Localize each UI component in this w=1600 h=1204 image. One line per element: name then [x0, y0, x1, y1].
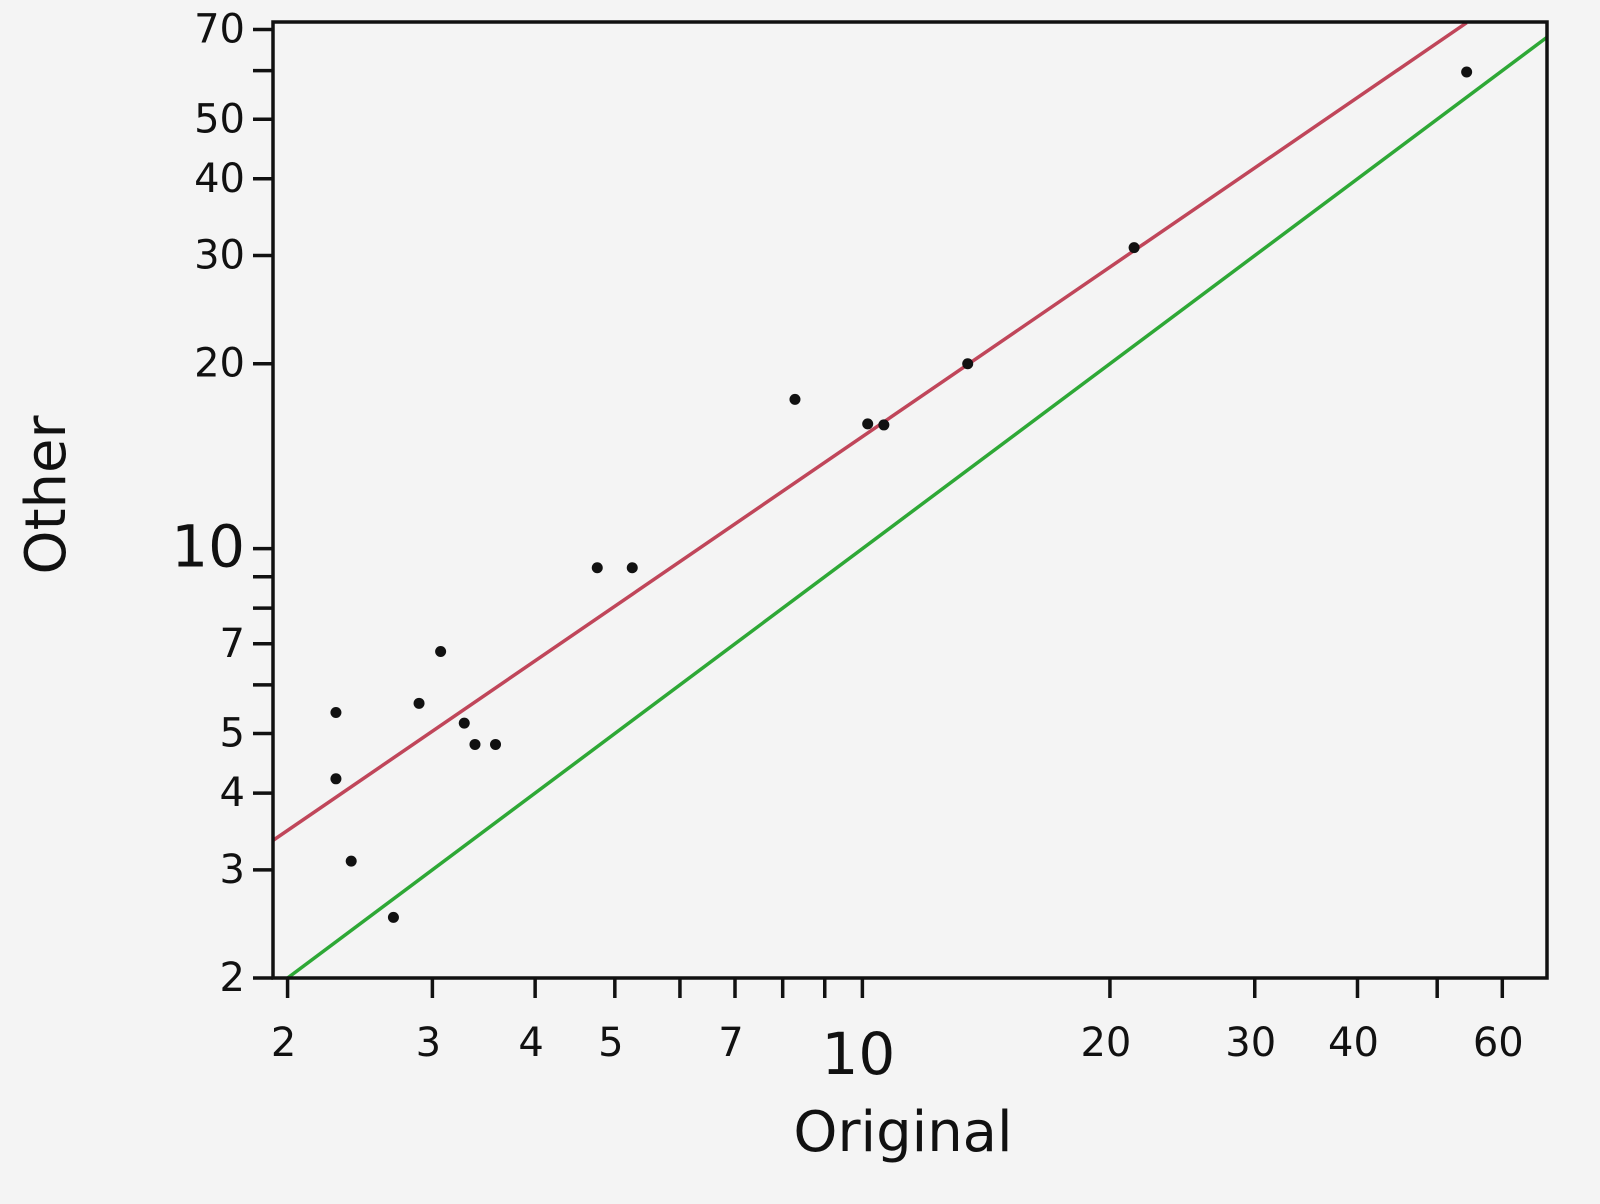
x-tick-label: 2 [271, 1020, 296, 1066]
fit-line [273, 22, 1468, 842]
point [387, 911, 399, 923]
x-tick-label: 10 [821, 1020, 895, 1088]
x-tick-label: 30 [1225, 1020, 1276, 1066]
y-tick-label: 5 [220, 711, 245, 757]
point [330, 773, 342, 785]
point [878, 419, 890, 431]
point [330, 707, 342, 719]
point [962, 358, 974, 370]
point [789, 393, 801, 405]
x-tick-label: 7 [718, 1020, 743, 1066]
fit-line [286, 35, 1547, 978]
x-tick-label: 3 [416, 1020, 441, 1066]
point [490, 738, 502, 750]
point [458, 717, 470, 729]
y-axis-title: Other [14, 415, 79, 575]
point [626, 562, 638, 574]
y-tick-label: 30 [194, 233, 245, 279]
y-tick-label: 3 [220, 847, 245, 893]
y-tick-label: 10 [171, 513, 245, 581]
y-tick-label: 40 [194, 156, 245, 202]
y-tick-label: 70 [194, 7, 245, 53]
point [1128, 242, 1140, 254]
x-tick-label: 4 [518, 1020, 543, 1066]
x-tick-label: 40 [1328, 1020, 1379, 1066]
point [1461, 66, 1473, 78]
plot-frame [271, 20, 1549, 980]
point [469, 738, 481, 750]
y-tick-label: 7 [220, 621, 245, 667]
x-axis-title: Original [793, 1100, 1012, 1165]
point [435, 646, 447, 658]
y-tick-label: 2 [220, 955, 245, 1001]
point [862, 418, 874, 430]
x-tick-label: 20 [1080, 1020, 1131, 1066]
x-tick-label: 60 [1473, 1020, 1524, 1066]
x-tick-label: 5 [598, 1020, 623, 1066]
y-tick-label: 4 [220, 770, 245, 816]
y-tick-label: 20 [194, 341, 245, 387]
point [591, 562, 603, 574]
y-tick-label: 50 [194, 96, 245, 142]
point [413, 697, 425, 709]
point [345, 855, 357, 867]
